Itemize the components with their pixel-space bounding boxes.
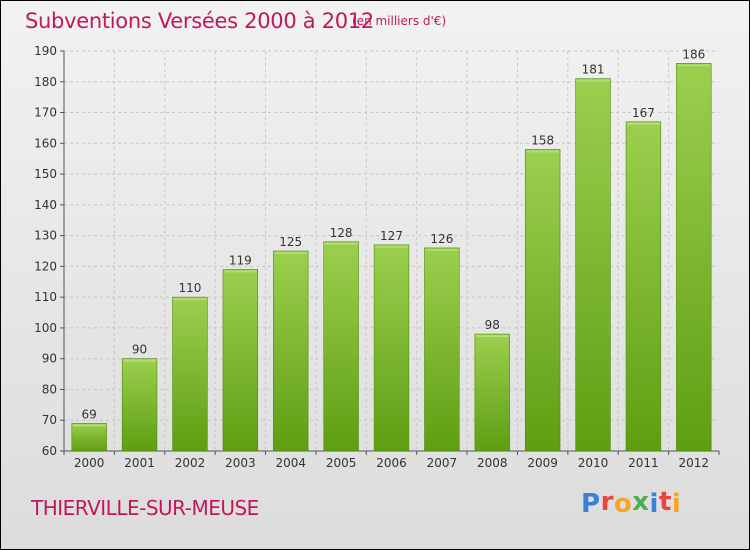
commune-name: THIERVILLE-SUR-MEUSE <box>31 496 259 520</box>
bar-highlight <box>223 270 257 273</box>
bar <box>676 63 712 452</box>
bar-highlight <box>173 298 207 301</box>
y-tick-label: 190 <box>34 44 57 58</box>
y-tick-label: 100 <box>34 321 57 335</box>
bar-highlight <box>324 242 358 245</box>
bar-highlight <box>526 150 560 153</box>
y-tick-label: 80 <box>42 382 57 396</box>
logo-letter: i <box>649 489 659 519</box>
bar-value-label: 69 <box>82 407 97 421</box>
bar-highlight <box>274 252 308 254</box>
logo-letter: x <box>632 487 650 517</box>
bar <box>121 358 158 452</box>
chart-title: Subventions Versées 2000 à 2012 <box>25 9 374 33</box>
x-tick-label: 2005 <box>326 456 357 470</box>
bars <box>71 63 712 452</box>
y-tick-label: 180 <box>34 75 57 89</box>
logo-letter: i <box>671 489 682 519</box>
bar-value-label: 125 <box>279 235 302 249</box>
bar <box>524 149 561 452</box>
x-tick-label: 2006 <box>376 456 407 470</box>
bar-highlight <box>677 64 711 67</box>
bar-value-label: 126 <box>430 232 453 246</box>
bar <box>424 247 460 452</box>
bar-value-label: 127 <box>380 229 403 243</box>
chart-subtitle: (en milliers d'€) <box>352 14 447 28</box>
proxiti-logo[interactable]: Proxiti <box>581 487 682 519</box>
bar <box>575 78 611 452</box>
bar <box>222 269 259 452</box>
y-tick-label: 170 <box>34 106 57 120</box>
bar-value-label: 181 <box>582 63 605 77</box>
x-tick-label: 2010 <box>578 456 609 470</box>
bar-highlight <box>627 122 660 125</box>
bar-highlight <box>475 335 509 338</box>
y-tick-label: 140 <box>34 198 57 212</box>
y-tick-label: 60 <box>42 444 57 458</box>
bar-value-label: 110 <box>179 281 202 295</box>
bar <box>625 121 662 452</box>
y-tick-label: 90 <box>42 352 57 366</box>
bar-value-label: 90 <box>132 343 147 357</box>
x-tick-label: 2007 <box>427 456 458 470</box>
bar <box>273 250 309 452</box>
y-tick-label: 130 <box>34 229 57 243</box>
bar-value-label: 158 <box>531 133 554 147</box>
x-tick-label: 2003 <box>225 456 256 470</box>
logo-letter: t <box>658 487 672 517</box>
logo-letter: P <box>581 489 601 519</box>
bar-value-label: 186 <box>682 47 705 61</box>
y-tick-label: 160 <box>34 136 57 150</box>
bar-highlight <box>123 359 156 362</box>
bar <box>172 296 208 452</box>
bar-value-label: 128 <box>330 226 353 240</box>
x-tick-label: 2012 <box>679 456 710 470</box>
bar <box>373 244 410 452</box>
logo-letter: r <box>600 487 614 517</box>
x-tick-label: 2011 <box>628 456 659 470</box>
x-tick-label: 2004 <box>275 456 306 470</box>
bar <box>474 333 510 452</box>
bar <box>323 241 359 452</box>
bar-highlight <box>576 79 610 82</box>
y-tick-label: 150 <box>34 167 57 181</box>
bar-highlight <box>375 245 408 248</box>
y-tick-label: 70 <box>42 413 57 427</box>
x-tick-label: 2002 <box>175 456 206 470</box>
y-tick-label: 120 <box>34 259 57 273</box>
logo-letter: o <box>613 489 633 519</box>
y-tick-label: 110 <box>34 290 57 304</box>
x-tick-label: 2009 <box>527 456 558 470</box>
x-tick-label: 2000 <box>74 456 105 470</box>
data-labels: 69 90 110 119 125 128 127 126 98 158 181 167 186 <box>82 47 706 421</box>
bar-highlight <box>72 424 106 427</box>
bar-highlight <box>425 248 459 251</box>
bar-value-label: 98 <box>485 318 500 332</box>
bar-value-label: 167 <box>632 106 655 120</box>
x-tick-label: 2008 <box>477 456 508 470</box>
bar <box>71 423 107 452</box>
x-tick-label: 2001 <box>124 456 155 470</box>
bar-value-label: 119 <box>229 253 252 267</box>
